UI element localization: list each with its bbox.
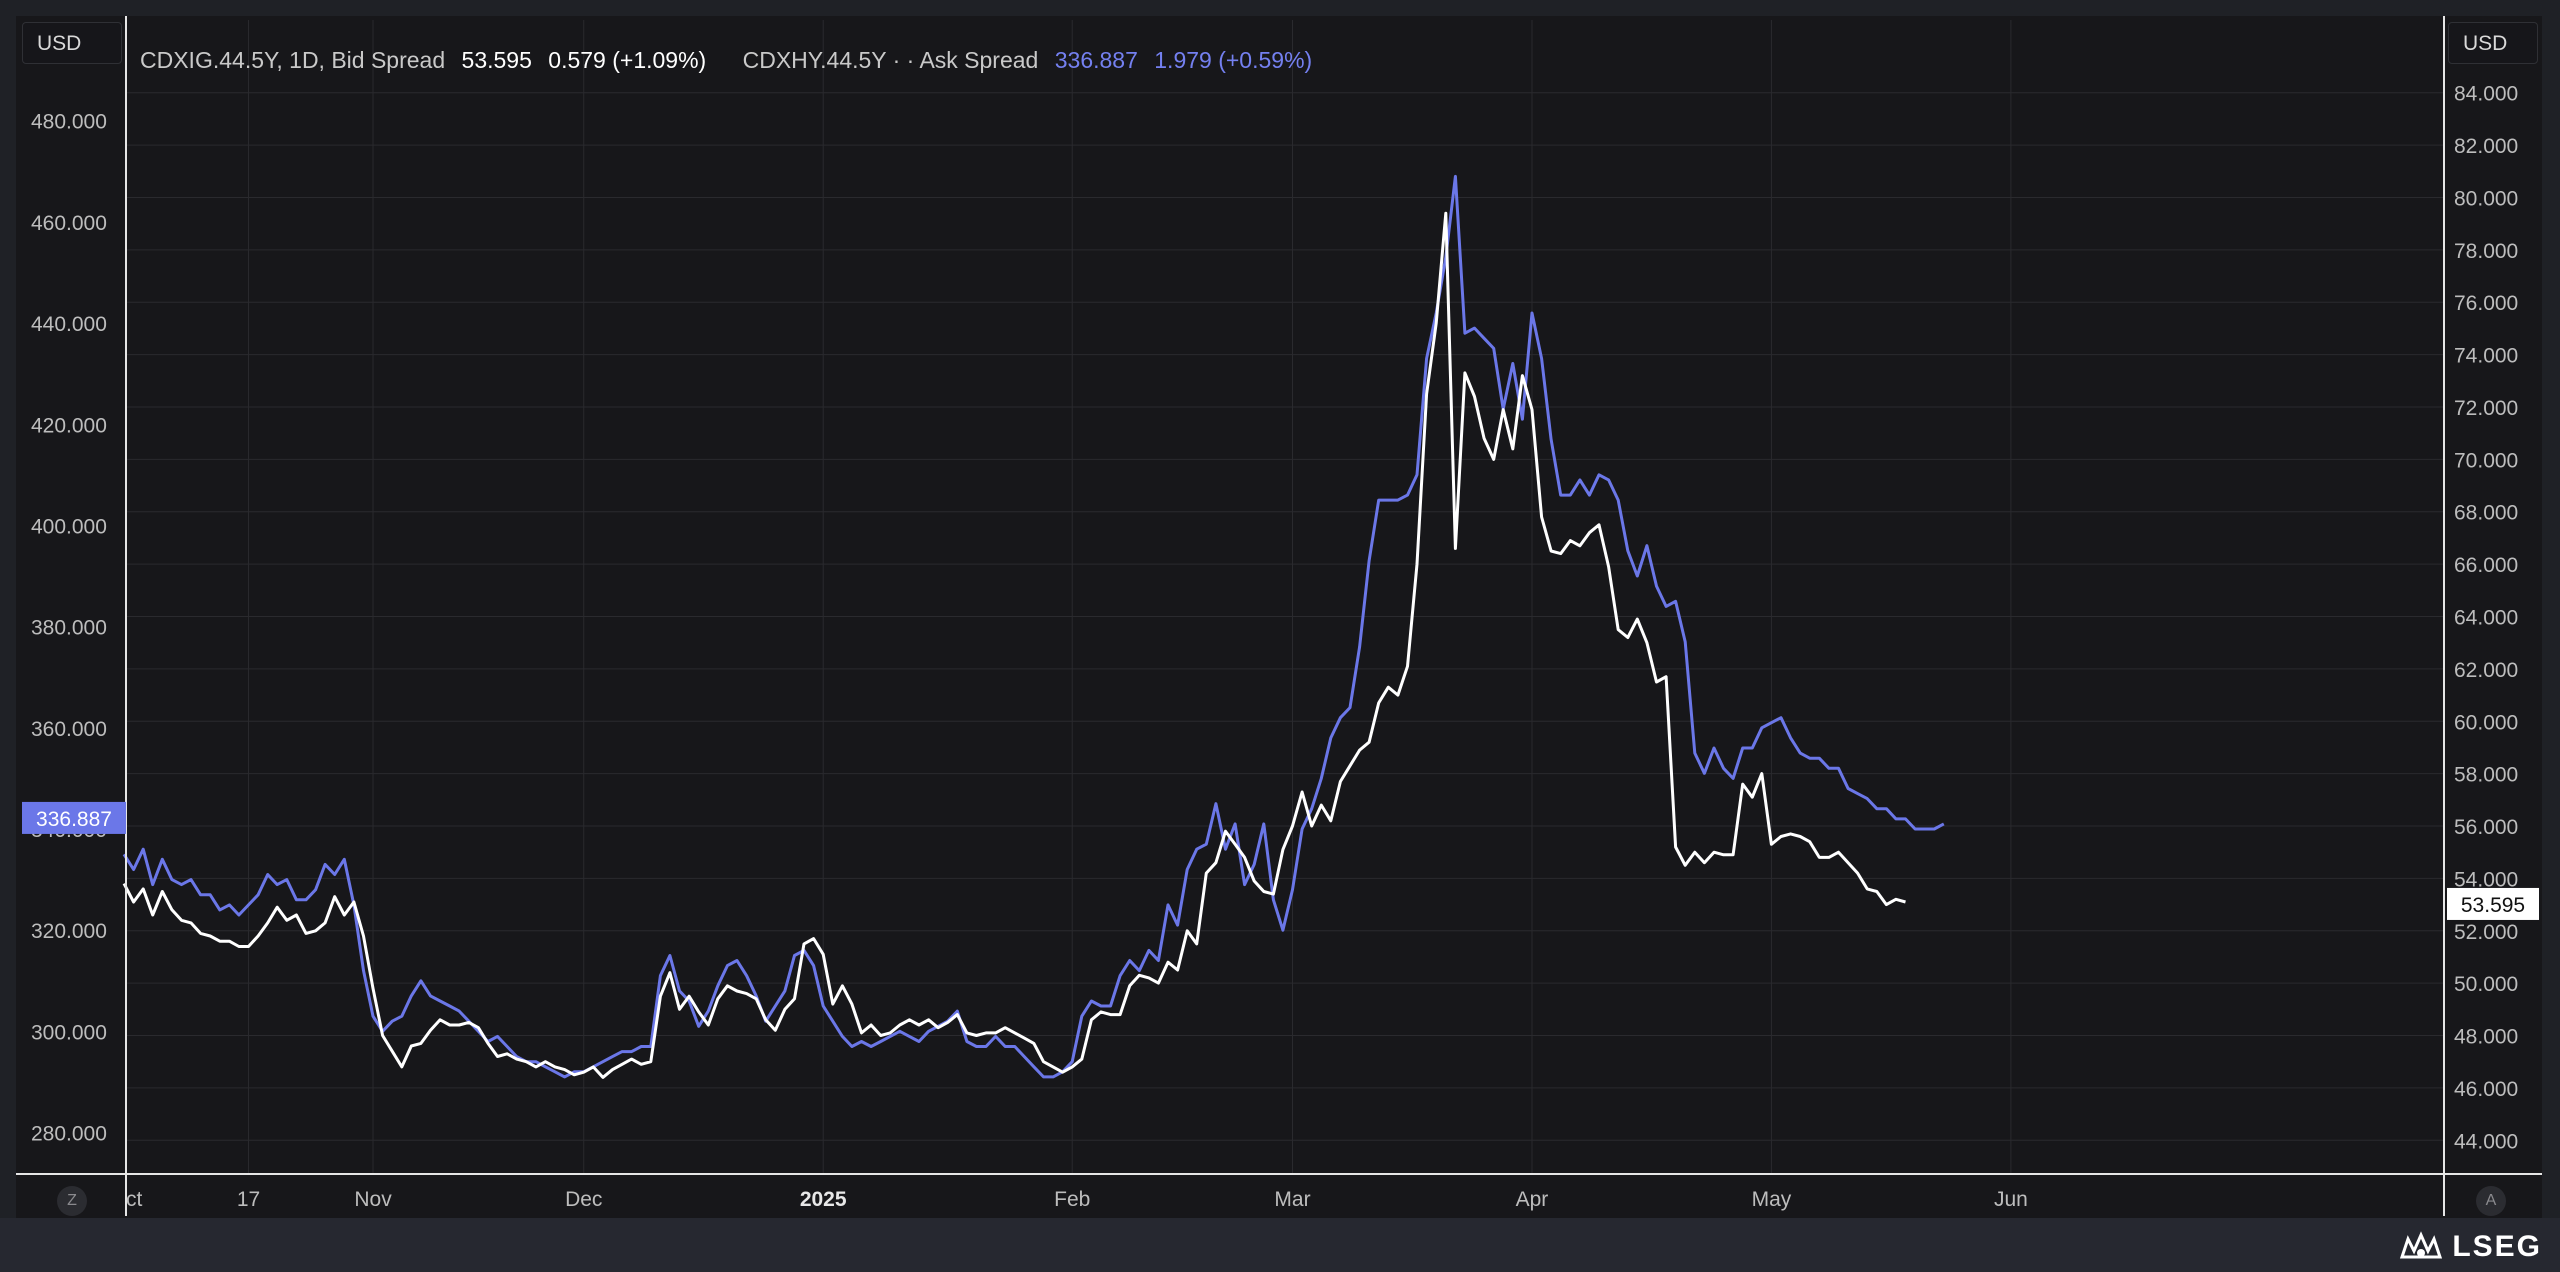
x-axis-tick-label: Feb <box>1054 1188 1090 1211</box>
right-axis-tick-label: 60.000 <box>2454 711 2518 734</box>
left-axis-tick-label: 300.000 <box>31 1021 107 1044</box>
axis-labels: 280.000300.000320.000340.000360.000380.0… <box>22 83 2539 1211</box>
currency-badge-right[interactable]: USD <box>2448 22 2538 64</box>
left-axis-tick-label: 320.000 <box>31 920 107 943</box>
right-axis-tick-label: 64.000 <box>2454 607 2518 630</box>
grid-lines <box>126 20 2444 1173</box>
left-axis-tick-label: 360.000 <box>31 718 107 741</box>
last-value-label-right: 53.595 <box>2461 894 2525 917</box>
right-axis-tick-label: 74.000 <box>2454 345 2518 368</box>
auto-scale-button[interactable]: A <box>2476 1186 2506 1216</box>
right-axis-tick-label: 50.000 <box>2454 973 2518 996</box>
currency-badge-left[interactable]: USD <box>22 22 122 64</box>
chart-frame: 280.000300.000320.000340.000360.000380.0… <box>16 16 2542 1218</box>
lseg-wordmark: LSEG <box>2452 1230 2542 1263</box>
legend-series2-change: 1.979 (+0.59%) <box>1154 47 1313 73</box>
right-axis-tick-label: 52.000 <box>2454 921 2518 944</box>
legend-series1-change: 0.579 (+1.09%) <box>548 47 707 73</box>
right-axis-tick-label: 66.000 <box>2454 554 2518 577</box>
x-axis-tick-label: May <box>1752 1188 1792 1211</box>
x-axis-tick-label: 2025 <box>800 1188 847 1211</box>
right-axis-tick-label: 54.000 <box>2454 868 2518 891</box>
series-layer <box>122 174 1945 1079</box>
left-axis-tick-label: 420.000 <box>31 414 107 437</box>
legend-series2-value: 336.887 <box>1054 47 1138 73</box>
left-axis-tick-label: 460.000 <box>31 212 107 235</box>
right-axis-tick-label: 82.000 <box>2454 135 2518 158</box>
chart-canvas[interactable]: 280.000300.000320.000340.000360.000380.0… <box>16 16 2542 1218</box>
right-axis-tick-label: 68.000 <box>2454 502 2518 525</box>
zoom-button[interactable]: Z <box>57 1186 87 1216</box>
x-axis-tick-label: Jun <box>1994 1188 2028 1211</box>
right-axis-tick-label: 80.000 <box>2454 187 2518 210</box>
last-value-marker-right <box>2447 887 2539 920</box>
legend-series1-name: CDXIG.44.5Y, 1D, Bid Spread <box>140 47 446 73</box>
left-axis-tick-label: 440.000 <box>31 313 107 336</box>
right-axis-tick-label: 70.000 <box>2454 449 2518 472</box>
lseg-logo: LSEG <box>2398 1228 2542 1266</box>
x-axis-tick-label: Mar <box>1274 1188 1310 1211</box>
footer-bar <box>0 1218 2560 1272</box>
axes <box>16 16 2542 1216</box>
x-axis-tick-label: Nov <box>354 1188 392 1211</box>
x-axis-tick-label: Apr <box>1516 1188 1549 1211</box>
x-axis-tick-label: Dec <box>565 1188 602 1211</box>
right-axis-tick-label: 48.000 <box>2454 1026 2518 1049</box>
right-axis-tick-label: 44.000 <box>2454 1130 2518 1153</box>
left-axis-tick-label: 480.000 <box>31 111 107 134</box>
chart-legend: CDXIG.44.5Y, 1D, Bid Spread 53.595 0.579… <box>140 40 1322 80</box>
right-axis-tick-label: 58.000 <box>2454 764 2518 787</box>
last-value-label-left: 336.887 <box>36 808 112 831</box>
left-axis-tick-label: 400.000 <box>31 515 107 538</box>
legend-series2-name: CDXHY.44.5Y · · Ask Spread <box>742 47 1039 73</box>
left-axis-tick-label: 380.000 <box>31 617 107 640</box>
right-axis-tick-label: 56.000 <box>2454 816 2518 839</box>
series-line-cdxhy-ask-spread <box>122 174 1945 1079</box>
series-line-cdxig-bid-spread <box>122 211 1906 1079</box>
x-axis-tick-label: 17 <box>237 1188 260 1211</box>
lseg-emblem-icon <box>2400 1231 2443 1259</box>
right-axis-tick-label: 46.000 <box>2454 1078 2518 1101</box>
right-axis-tick-label: 76.000 <box>2454 292 2518 315</box>
x-axis-tick-label: ct <box>126 1188 143 1211</box>
right-axis-tick-label: 84.000 <box>2454 83 2518 106</box>
legend-series1-value: 53.595 <box>461 47 532 73</box>
right-axis-tick-label: 72.000 <box>2454 397 2518 420</box>
right-axis-tick-label: 78.000 <box>2454 240 2518 263</box>
right-axis-tick-label: 62.000 <box>2454 659 2518 682</box>
last-value-marker-left <box>22 801 126 834</box>
left-axis-tick-label: 280.000 <box>31 1123 107 1146</box>
